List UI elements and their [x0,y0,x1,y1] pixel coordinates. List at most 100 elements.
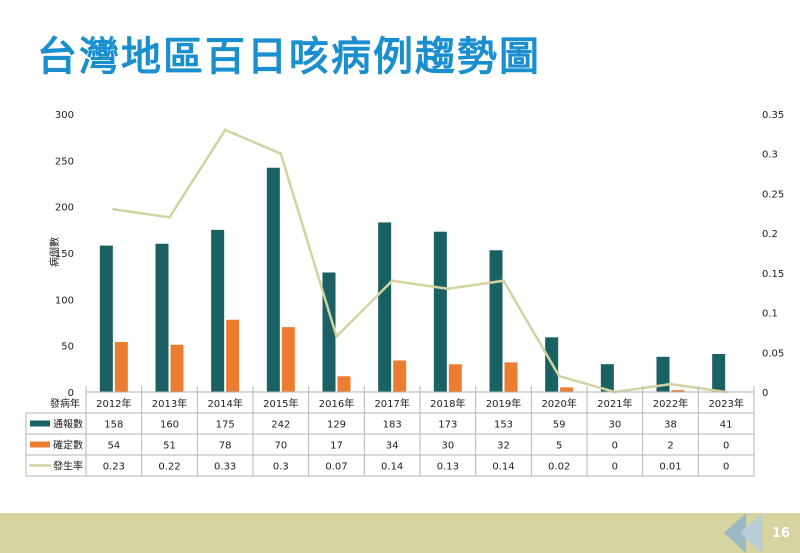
x-tick-label: 2020年 [541,397,576,410]
y2-tick-label: 0.1 [762,309,778,320]
legend-label: 發生率 [53,460,83,473]
table-header-label: 發病年 [50,397,80,410]
table-cell: 0.02 [548,462,570,473]
x-tick-label: 2019年 [486,397,521,410]
reported-bar [489,250,503,392]
rate-point [390,279,394,283]
table-cell: 70 [274,441,287,452]
y2-tick-label: 0.3 [762,150,778,161]
x-tick-label: 2022年 [653,397,688,410]
table-cell: 41 [720,420,733,431]
table-cell: 242 [271,420,290,431]
table-cell: 17 [330,441,343,452]
rate-point [112,207,116,211]
rate-point [446,287,450,291]
confirmed-bar [448,364,462,392]
legend-swatch [30,420,50,427]
y2-tick-label: 0 [762,388,768,399]
reported-bar [433,231,447,392]
table-cell: 0 [723,462,729,473]
reported-bar [266,167,280,392]
x-tick-label: 2021年 [597,397,632,410]
table-cell: 0 [723,441,729,452]
x-tick-label: 2023年 [708,397,743,410]
table-cell: 54 [107,441,120,452]
confirmed-bar [114,341,128,392]
table-cell: 0.01 [659,462,681,473]
x-tick-label: 2017年 [374,397,409,410]
rate-line [113,128,727,394]
y-tick-label: 200 [55,203,74,214]
rate-point [168,215,171,219]
reported-bar [712,354,726,392]
rate-point [669,382,672,386]
y-tick-label: 300 [55,110,74,121]
table-cell: 30 [441,441,454,452]
table-cell: 0.13 [437,462,459,473]
x-tick-label: 2015年 [263,397,298,410]
reported-bar [99,245,113,392]
table-cell: 160 [160,420,179,431]
y-axis-label: 病例數 [48,237,61,267]
legend-label: 通報數 [53,418,83,431]
confirmed-bar [504,362,518,392]
y2-tick-label: 0.35 [762,110,784,121]
confirmed-bar [170,344,184,392]
x-tick-label: 2012年 [96,397,131,410]
table-cell: 30 [608,420,621,431]
table-cell: 32 [497,441,510,452]
table-cell: 51 [163,441,176,452]
legend-swatch [30,441,50,448]
rate-point [279,152,283,156]
footer-arrow-icon [740,513,762,553]
table-cell: 0.14 [381,462,403,473]
table-cell: 0.33 [214,462,236,473]
x-tick-label: 2018年 [430,397,465,410]
table-cell: 153 [494,420,513,431]
confirmed-bar [560,387,574,392]
x-tick-label: 2013年 [152,397,187,410]
reported-bar [155,243,169,392]
table-cell: 34 [386,441,399,452]
table-cell: 5 [556,441,562,452]
table-cell: 0 [612,441,618,452]
y2-tick-label: 0.05 [762,348,784,359]
table-cell: 0.22 [158,462,180,473]
y-tick-label: 0 [68,388,74,399]
table-cell: 0.07 [325,462,347,473]
reported-bar [211,229,225,392]
table-cell: 0 [612,462,618,473]
table-cell: 173 [438,420,457,431]
legend-label: 確定數 [53,439,83,452]
table-cell: 0.14 [492,462,514,473]
y2-tick-label: 0.25 [762,189,784,200]
table-cell: 0.3 [273,462,289,473]
y2-tick-label: 0.2 [762,229,778,240]
confirmed-bar [226,319,240,392]
table-cell: 183 [383,420,402,431]
rate-point [502,279,505,283]
footer-band [0,513,800,553]
table-cell: 59 [553,420,566,431]
reported-bar [378,222,392,392]
rate-point [223,128,227,132]
table-cell: 38 [664,420,677,431]
reported-bar [322,272,336,392]
confirmed-bar [337,376,351,392]
reported-bar [600,364,614,392]
y2-tick-label: 0.15 [762,269,784,280]
confirmed-bar [671,390,685,392]
x-tick-label: 2014年 [207,397,242,410]
chart: 05010015020025030000.050.10.150.20.250.3… [25,110,784,477]
y-tick-label: 150 [55,249,74,260]
y-tick-label: 100 [55,295,74,306]
confirmed-bar [393,360,407,392]
table-cell: 78 [219,441,232,452]
reported-bar [656,356,670,392]
rate-point [557,374,561,378]
y-tick-label: 250 [55,156,74,167]
y-tick-label: 50 [61,342,74,353]
table-cell: 175 [216,420,235,431]
table-cell: 158 [104,420,123,431]
table-cell: 2 [667,441,673,452]
